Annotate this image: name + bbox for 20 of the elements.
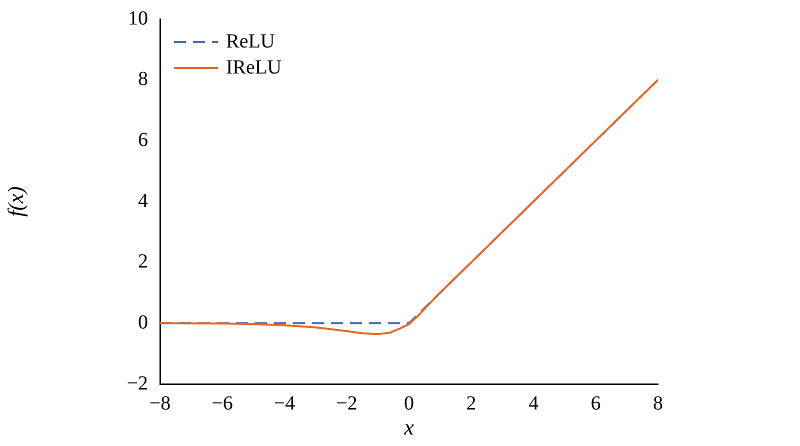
x-axis-title: x xyxy=(403,414,414,440)
y-axis-title: f(x) xyxy=(2,186,28,217)
legend-label: ReLU xyxy=(226,30,276,52)
legend-label: IReLU xyxy=(226,56,282,78)
y-tick-label: 0 xyxy=(138,311,148,334)
x-tick-label: −8 xyxy=(149,392,171,414)
x-tick-label: 0 xyxy=(404,392,414,414)
y-tick-label: −2 xyxy=(126,372,148,394)
y-tick-label: 10 xyxy=(128,7,148,30)
x-tick-label: 8 xyxy=(653,392,663,414)
x-tick-label: −2 xyxy=(336,392,358,414)
y-tick-label: 2 xyxy=(138,250,148,273)
x-tick-label: 6 xyxy=(590,392,601,414)
y-tick-label: 8 xyxy=(138,68,148,90)
x-tick-label: −6 xyxy=(212,392,233,414)
x-tick-label: 2 xyxy=(466,392,476,414)
y-tick-label: 6 xyxy=(138,128,148,151)
x-tick-label: 4 xyxy=(528,392,538,414)
y-tick-label: 4 xyxy=(138,190,148,212)
x-tick-label: −4 xyxy=(274,392,296,414)
